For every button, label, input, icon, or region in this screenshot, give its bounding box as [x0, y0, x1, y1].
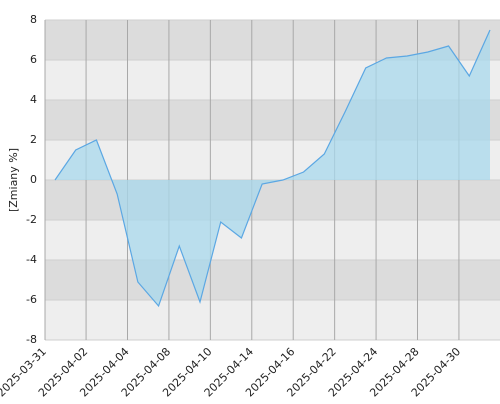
grid-band	[45, 300, 500, 340]
grid-band	[45, 260, 500, 300]
line	[54, 29, 491, 308]
y-tick-label: -4	[26, 253, 37, 266]
y-tick-label: 8	[30, 13, 37, 26]
y-tick-label: 2	[30, 133, 37, 146]
y-tick-label: -6	[26, 293, 37, 306]
y-tick-label: 6	[30, 53, 37, 66]
y-tick-label: -2	[26, 213, 37, 226]
y-tick-label: 4	[30, 93, 37, 106]
area	[55, 30, 490, 306]
grid-band	[45, 220, 500, 260]
y-axis-label: [Zmiany %]	[7, 148, 20, 212]
y-tick-label: -8	[26, 333, 37, 346]
grid-band	[45, 180, 500, 220]
y-tick-label: 0	[30, 173, 37, 186]
